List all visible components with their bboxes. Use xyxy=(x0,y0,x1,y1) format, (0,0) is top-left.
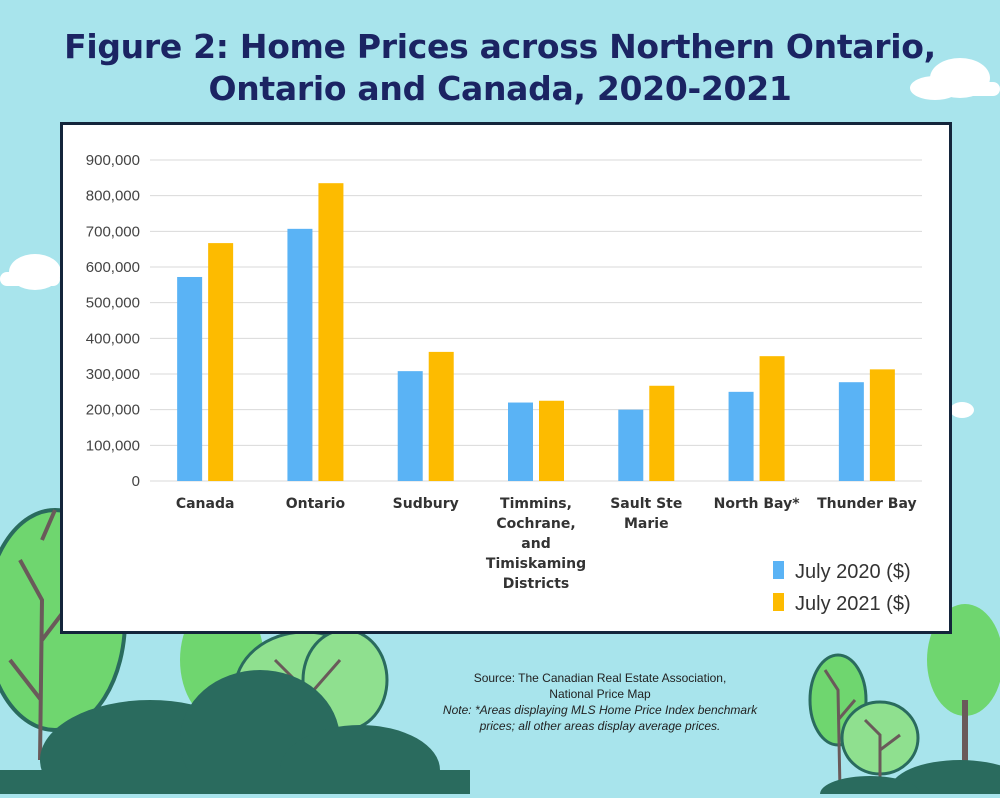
x-tick-label: Canada xyxy=(176,496,235,512)
y-tick-label: 200,000 xyxy=(86,402,140,419)
bar-july-2021 xyxy=(428,351,454,481)
bar-july-2020 xyxy=(508,402,533,481)
y-tick-label: 600,000 xyxy=(86,259,140,276)
chart-title-line-2: Ontario and Canada, 2020-2021 xyxy=(208,69,792,108)
y-tick-label: 0 xyxy=(132,473,140,490)
note-line-2: prices; all other areas display average … xyxy=(479,719,721,733)
note-line-1: Note: *Areas displaying MLS Home Price I… xyxy=(442,703,758,717)
bar-july-2020 xyxy=(728,391,754,481)
cloud-icon xyxy=(950,402,974,418)
y-tick-label: 800,000 xyxy=(86,188,140,205)
bar-july-2021 xyxy=(759,356,785,481)
x-axis: Canada Ontario Sudbury Timmins, Cochrane, and… xyxy=(176,496,917,592)
legend-swatch xyxy=(773,593,784,611)
bar-july-2020 xyxy=(177,276,203,481)
bush-icon xyxy=(820,760,1000,798)
legend-label: July 2020 ($) xyxy=(795,561,911,583)
source-line-2: National Price Map xyxy=(549,687,651,701)
x-tick-label: North Bay* xyxy=(714,496,801,512)
x-tick-label: Thunder Bay xyxy=(817,496,917,512)
bar-july-2020 xyxy=(618,409,644,481)
chart-title-line-1: Figure 2: Home Prices across Northern On… xyxy=(64,27,936,66)
source-note: Source: The Canadian Real Estate Associa… xyxy=(380,670,820,734)
y-tick-label: 400,000 xyxy=(86,330,140,347)
bars xyxy=(177,183,895,481)
bar-july-2020 xyxy=(287,228,313,481)
y-tick-label: 900,000 xyxy=(86,152,140,169)
bar-july-2020 xyxy=(397,371,423,481)
cloud-icon xyxy=(910,58,1000,100)
x-tick-label: Ontario xyxy=(286,496,346,512)
cloud-icon xyxy=(0,254,61,290)
x-tick-label: Sault Ste Marie xyxy=(610,496,682,532)
tree-icon xyxy=(840,700,920,790)
y-tick-label: 500,000 xyxy=(86,295,140,312)
legend-swatch xyxy=(773,561,784,579)
bar-july-2021 xyxy=(869,369,895,481)
bar-july-2021 xyxy=(649,385,675,481)
chart-title: Figure 2: Home Prices across Northern On… xyxy=(40,26,960,110)
bar-july-2020 xyxy=(838,382,864,481)
y-tick-label: 700,000 xyxy=(86,223,140,240)
bar-july-2021 xyxy=(539,400,564,481)
bar-july-2021 xyxy=(208,243,234,481)
bush-icon xyxy=(0,670,470,798)
source-line-1: Source: The Canadian Real Estate Associa… xyxy=(473,671,727,685)
y-axis: 0 100,000 200,000 300,000 400,000 500,000 600,… xyxy=(86,152,140,490)
legend-label: July 2021 ($) xyxy=(795,593,911,615)
bar-july-2021 xyxy=(318,183,344,481)
x-tick-label: Sudbury xyxy=(393,496,459,512)
x-tick-label: Timmins, Cochrane, and Timiskaming Districts xyxy=(486,496,586,592)
gridlines xyxy=(150,159,922,482)
y-tick-label: 100,000 xyxy=(86,437,140,454)
y-tick-label: 300,000 xyxy=(86,366,140,383)
legend: July 2020 ($) July 2021 ($) xyxy=(773,561,911,615)
